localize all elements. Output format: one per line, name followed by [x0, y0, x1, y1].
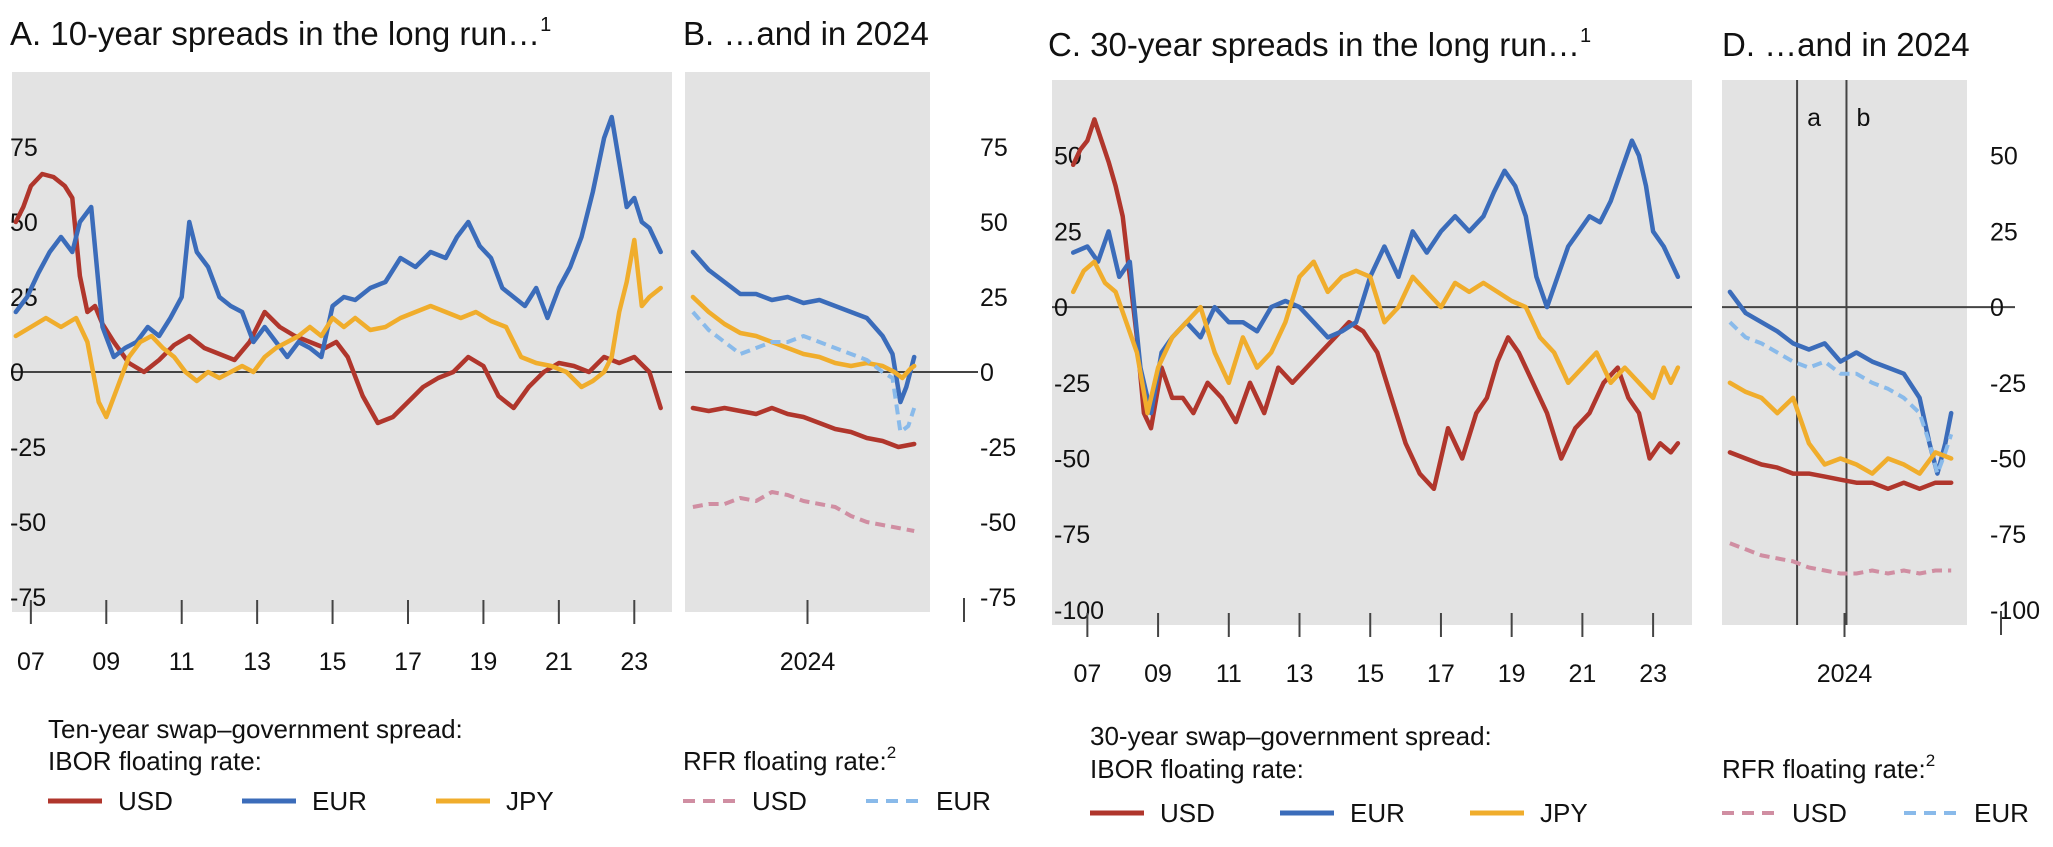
y-tick-label: 50 [980, 209, 1008, 237]
x-tick-label: 13 [243, 648, 271, 676]
legend-label-eur-30y: EUR [1350, 798, 1405, 828]
reference-label-a: a [1807, 104, 1821, 132]
x-tick-label: 07 [1073, 660, 1101, 688]
x-tick-label: 09 [92, 648, 120, 676]
legend-label-jpy: JPY [506, 786, 554, 816]
x-tick-label: 23 [620, 648, 648, 676]
y-tick-label: 25 [1054, 218, 1082, 246]
panel-c-title: C. 30-year spreads in the long run…1 [1048, 25, 1591, 63]
x-tick-label: 21 [1568, 660, 1596, 688]
y-tick-label: -50 [980, 509, 1016, 537]
legend-left-rfr-heading: RFR floating rate:2 [683, 743, 896, 776]
x-tick-label: 09 [1144, 660, 1172, 688]
plot-area-b [685, 72, 930, 612]
y-tick-label: -50 [10, 509, 46, 537]
panel-b-chart: 75 50 25 0 -25 -50 -75 2024 [685, 72, 1016, 676]
reference-label-b: b [1856, 104, 1870, 132]
y-tick-label: 0 [1054, 294, 1068, 322]
legend-right: 30-year swap–government spread: IBOR flo… [1090, 721, 2029, 828]
series-line-jpy [1070, 259, 1681, 416]
y-tick-label: -50 [1054, 445, 1090, 473]
y-tick-label: -25 [1990, 370, 2026, 398]
x-tick-label: 11 [1216, 660, 1242, 688]
y-tick-label: 0 [10, 359, 24, 387]
y-tick-label: -50 [1990, 445, 2026, 473]
panel-a-title: A. 10-year spreads in the long run…1 [10, 14, 551, 52]
y-tick-label: 75 [10, 134, 38, 162]
y-tick-label: -100 [1990, 597, 2040, 625]
legend-left-heading-2: IBOR floating rate: [48, 746, 262, 776]
y-tick-label: 25 [980, 284, 1008, 312]
series-line-jpy [1727, 380, 1954, 476]
x-tick-label: 19 [1498, 660, 1526, 688]
y-tick-label: -25 [980, 434, 1016, 462]
legend-label-jpy-30y: JPY [1540, 798, 1588, 828]
y-tick-label: -75 [1054, 521, 1090, 549]
panel-d-title: D. …and in 2024 [1722, 26, 1970, 63]
series-line-usd-rfr [692, 490, 915, 533]
plot-area-d [1722, 80, 1967, 625]
series-line-jpy [13, 237, 663, 420]
y-tick-label: -75 [980, 584, 1016, 612]
y-tick-label: -25 [10, 434, 46, 462]
plot-area-c [1052, 80, 1692, 625]
panel-d-chart: a b 50 25 0 -25 -50 -75 -100 2024 [1722, 80, 2040, 688]
plot-area-a [12, 72, 672, 612]
x-tick-label: 11 [169, 648, 195, 676]
x-tick-label: 17 [1427, 660, 1455, 688]
legend-label-usd-rfr: USD [752, 786, 807, 816]
x-tick-label: 15 [1356, 660, 1384, 688]
series-line-usd [1727, 450, 1954, 492]
legend-label-eur-rfr-30y: EUR [1974, 798, 2029, 828]
y-tick-label: -25 [1054, 370, 1090, 398]
x-tick-label: 21 [545, 648, 573, 676]
y-tick-label: 75 [980, 134, 1008, 162]
y-tick-label: -100 [1054, 597, 1104, 625]
series-line-usd [690, 405, 917, 450]
x-tick-label: 23 [1639, 660, 1667, 688]
legend-label-usd-rfr-30y: USD [1792, 798, 1847, 828]
legend-label-usd-30y: USD [1160, 798, 1215, 828]
x-tick-label: 2024 [780, 648, 836, 676]
legend-label-usd: USD [118, 786, 173, 816]
legend-label-eur-rfr: EUR [936, 786, 991, 816]
legend-label-eur: EUR [312, 786, 367, 816]
y-tick-label: -75 [10, 584, 46, 612]
legend-right-rfr-heading: RFR floating rate:2 [1722, 751, 1935, 784]
y-tick-label: 0 [980, 359, 994, 387]
x-tick-label: 17 [394, 648, 422, 676]
y-tick-label: 50 [1990, 143, 2018, 171]
x-tick-label: 13 [1286, 660, 1314, 688]
y-tick-label: 0 [1990, 294, 2004, 322]
legend-right-heading-2: IBOR floating rate: [1090, 754, 1304, 784]
legend-right-heading-1: 30-year swap–government spread: [1090, 721, 1492, 751]
x-tick-label: 15 [319, 648, 347, 676]
x-tick-label: 19 [470, 648, 498, 676]
series-line-usd-rfr [1729, 541, 1952, 576]
x-tick-label: 2024 [1817, 660, 1873, 688]
x-tick-label: 07 [17, 648, 45, 676]
series-line-eur-rfr [691, 310, 917, 434]
y-tick-label: 25 [1990, 218, 2018, 246]
series-line-jpy [690, 294, 917, 381]
legend-left: Ten-year swap–government spread: IBOR fl… [48, 714, 991, 816]
legend-left-heading-1: Ten-year swap–government spread: [48, 714, 463, 744]
panel-b-title: B. …and in 2024 [683, 15, 929, 52]
series-line-eur [13, 114, 663, 360]
series-line-usd [13, 171, 663, 426]
y-tick-label: -75 [1990, 521, 2026, 549]
